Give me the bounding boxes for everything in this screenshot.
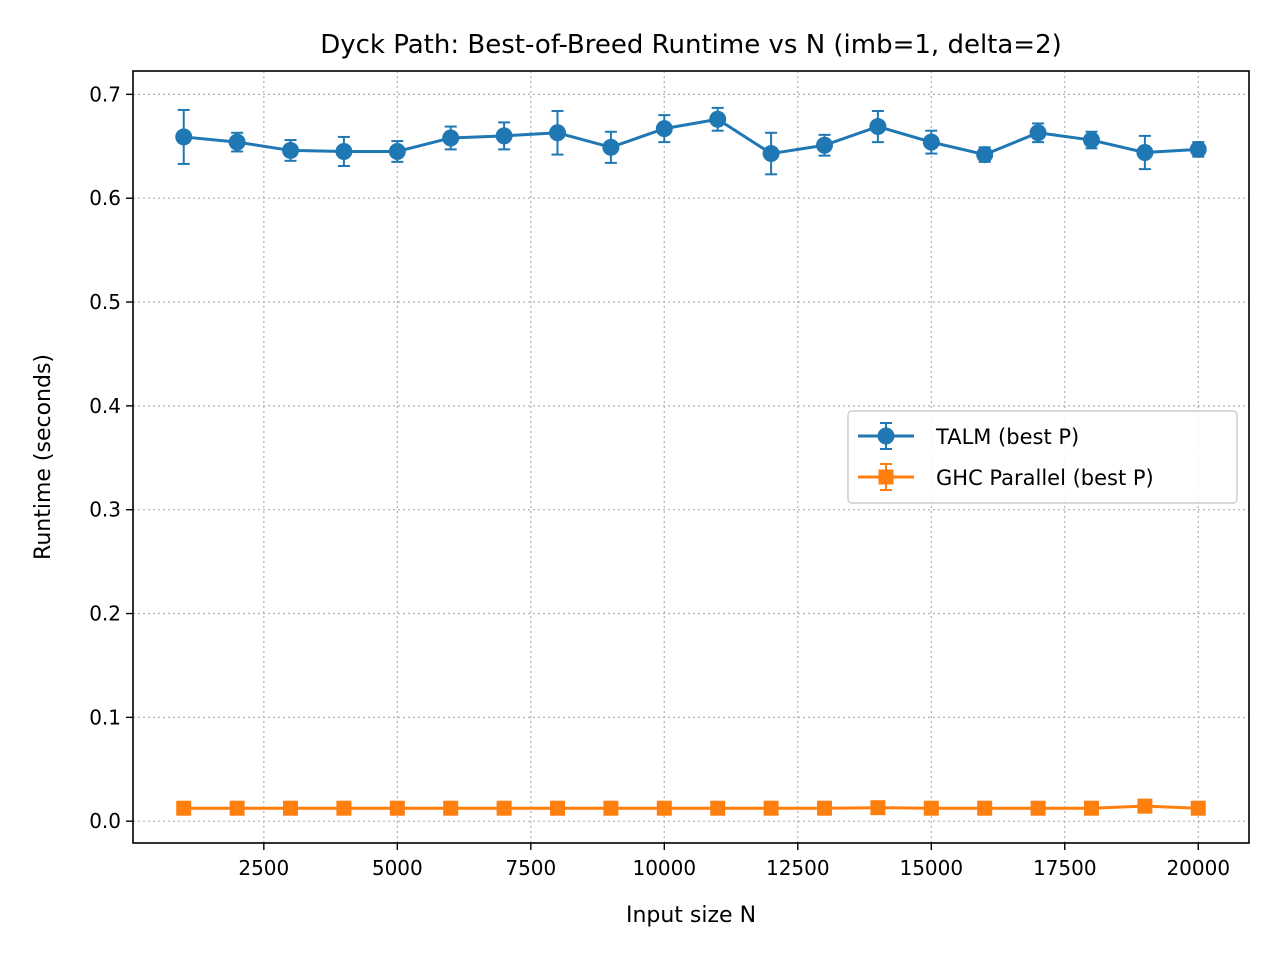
data-point	[549, 124, 567, 142]
data-point	[763, 800, 779, 816]
y-tick-label: 0.6	[89, 186, 121, 210]
data-point	[1029, 124, 1047, 142]
data-point	[922, 133, 940, 151]
data-point	[442, 129, 460, 147]
data-point	[1083, 800, 1099, 816]
data-point	[710, 800, 726, 816]
axis-ticks: 2500 5000 7500 10000 12500 15000 17500 20000 0.0…	[89, 82, 1230, 880]
y-tick-label: 0.4	[89, 394, 121, 418]
data-point	[815, 136, 833, 154]
data-point	[443, 800, 459, 816]
legend-marker	[877, 427, 895, 445]
data-point	[655, 120, 673, 138]
data-point	[495, 127, 513, 145]
y-tick-label: 0.5	[89, 290, 121, 314]
series-line	[183, 804, 1199, 810]
x-tick-label: 12500	[766, 856, 830, 880]
legend-box	[847, 410, 1238, 504]
x-axis-label: Input size N	[626, 903, 756, 928]
data-point	[870, 800, 886, 816]
x-tick-label: 17500	[1033, 856, 1097, 880]
y-axis-label: Runtime (seconds)	[31, 354, 56, 560]
y-tick-label: 0.0	[89, 809, 121, 833]
data-point	[1137, 798, 1153, 814]
x-tick-label: 7500	[505, 856, 556, 880]
data-point	[1190, 800, 1206, 816]
legend: TALM (best P) GHC Parallel (best P)	[847, 410, 1238, 504]
data-point	[283, 800, 299, 816]
data-point	[176, 800, 192, 816]
data-point	[816, 800, 832, 816]
data-point	[1082, 131, 1100, 149]
plot-data	[175, 106, 1207, 816]
series-ghc-parallel	[176, 798, 1206, 816]
data-point	[762, 145, 780, 163]
data-point	[229, 800, 245, 816]
x-tick-label: 15000	[899, 856, 963, 880]
data-point	[923, 800, 939, 816]
data-point	[709, 110, 727, 128]
data-point	[656, 800, 672, 816]
x-tick-label: 5000	[372, 856, 423, 880]
data-point	[282, 141, 300, 159]
data-point	[228, 133, 246, 151]
legend-label: TALM (best P)	[935, 425, 1079, 449]
data-point	[496, 800, 512, 816]
data-point	[335, 142, 353, 160]
data-point	[603, 800, 619, 816]
data-point	[550, 800, 566, 816]
legend-item: GHC Parallel (best P)	[858, 463, 1154, 491]
plot-frame	[132, 70, 1250, 844]
data-point	[1189, 140, 1207, 158]
x-tick-label: 10000	[632, 856, 696, 880]
data-point	[869, 118, 887, 136]
y-tick-label: 0.7	[89, 82, 121, 106]
data-point	[1030, 800, 1046, 816]
data-point	[1136, 144, 1154, 162]
y-tick-label: 0.3	[89, 498, 121, 522]
data-point	[336, 800, 352, 816]
x-tick-label: 20000	[1166, 856, 1230, 880]
data-point	[388, 142, 406, 160]
legend-marker	[878, 469, 894, 485]
data-point	[602, 138, 620, 156]
chart-title: Dyck Path: Best-of-Breed Runtime vs N (i…	[320, 30, 1062, 60]
data-point	[976, 146, 994, 164]
y-tick-label: 0.1	[89, 705, 121, 729]
legend-item: TALM (best P)	[858, 422, 1079, 450]
x-tick-label: 2500	[238, 856, 289, 880]
series-talm	[175, 106, 1207, 176]
data-point	[175, 128, 193, 146]
data-point	[977, 800, 993, 816]
data-point	[389, 800, 405, 816]
series-line	[183, 117, 1199, 157]
y-tick-label: 0.2	[89, 602, 121, 626]
legend-label: GHC Parallel (best P)	[936, 466, 1154, 490]
